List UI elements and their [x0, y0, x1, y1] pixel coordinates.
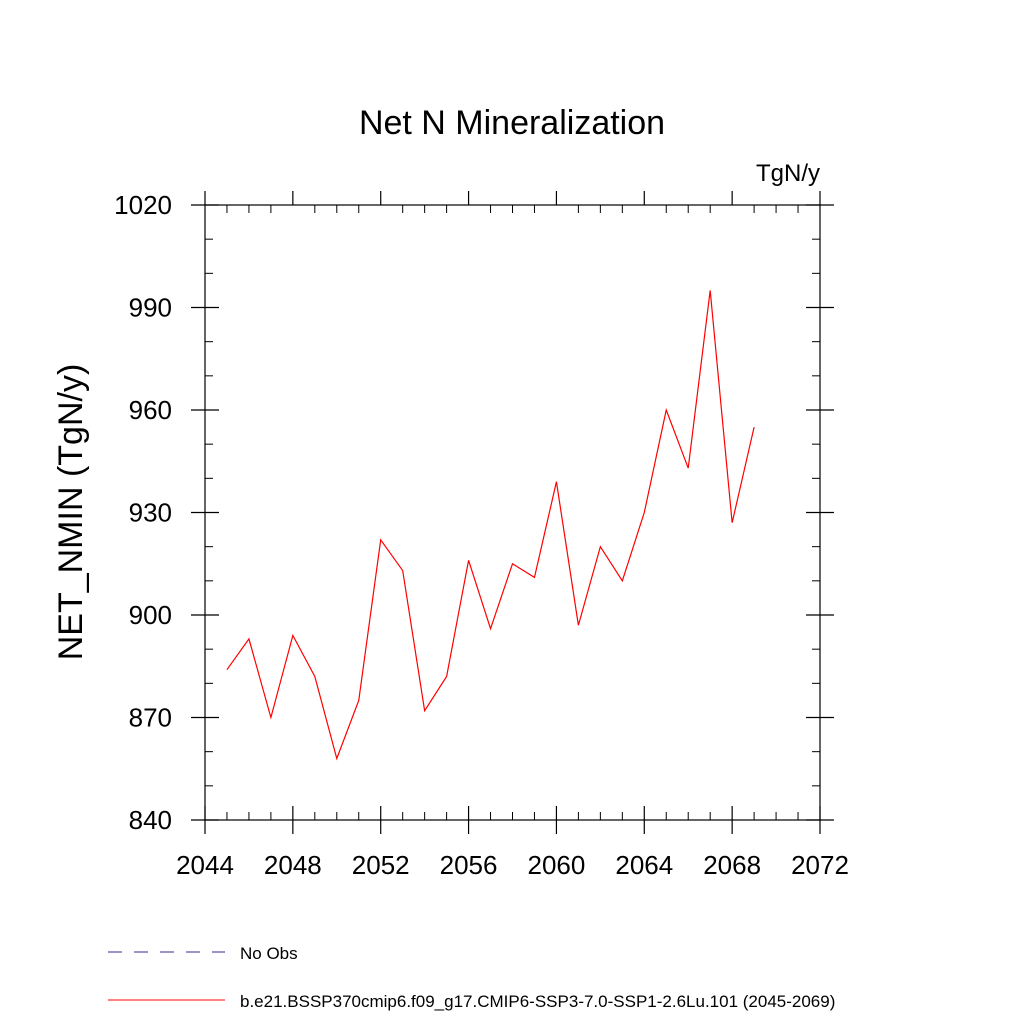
axes: 2044 2048 2052 2056 2060 2064 2068 2072 840 870 90…	[114, 190, 849, 880]
series-lines	[226, 290, 755, 761]
x-tick-label: 2056	[440, 850, 498, 880]
units-label: TgN/y	[756, 160, 820, 187]
y-tick-label: 870	[129, 703, 172, 733]
y-tick-label: 900	[129, 600, 172, 630]
y-tick-label: 930	[129, 498, 172, 528]
x-tick-label: 2060	[528, 850, 586, 880]
x-tick-label: 2048	[264, 850, 322, 880]
plot-frame	[204, 204, 821, 821]
y-tick-label: 1020	[114, 190, 172, 220]
x-tick-label: 2068	[703, 850, 761, 880]
y-tick-label: 960	[129, 395, 172, 425]
y-tick-label: 840	[129, 805, 172, 835]
x-tick-label: 2072	[791, 850, 849, 880]
x-tick-label: 2044	[176, 850, 234, 880]
x-tick-label: 2052	[352, 850, 410, 880]
y-tick-label: 990	[129, 293, 172, 323]
legend: No Obs b.e21.BSSP370cmip6.f09_g17.CMIP6-S…	[108, 944, 835, 1011]
x-tick-label: 2064	[615, 850, 673, 880]
y-axis-label: NET_NMIN (TgN/y)	[52, 364, 90, 661]
chart-title: Net N Mineralization	[359, 104, 665, 142]
legend-label: b.e21.BSSP370cmip6.f09_g17.CMIP6-SSP3-7.…	[240, 992, 835, 1011]
series-line	[226, 290, 755, 761]
legend-label: No Obs	[240, 944, 298, 963]
